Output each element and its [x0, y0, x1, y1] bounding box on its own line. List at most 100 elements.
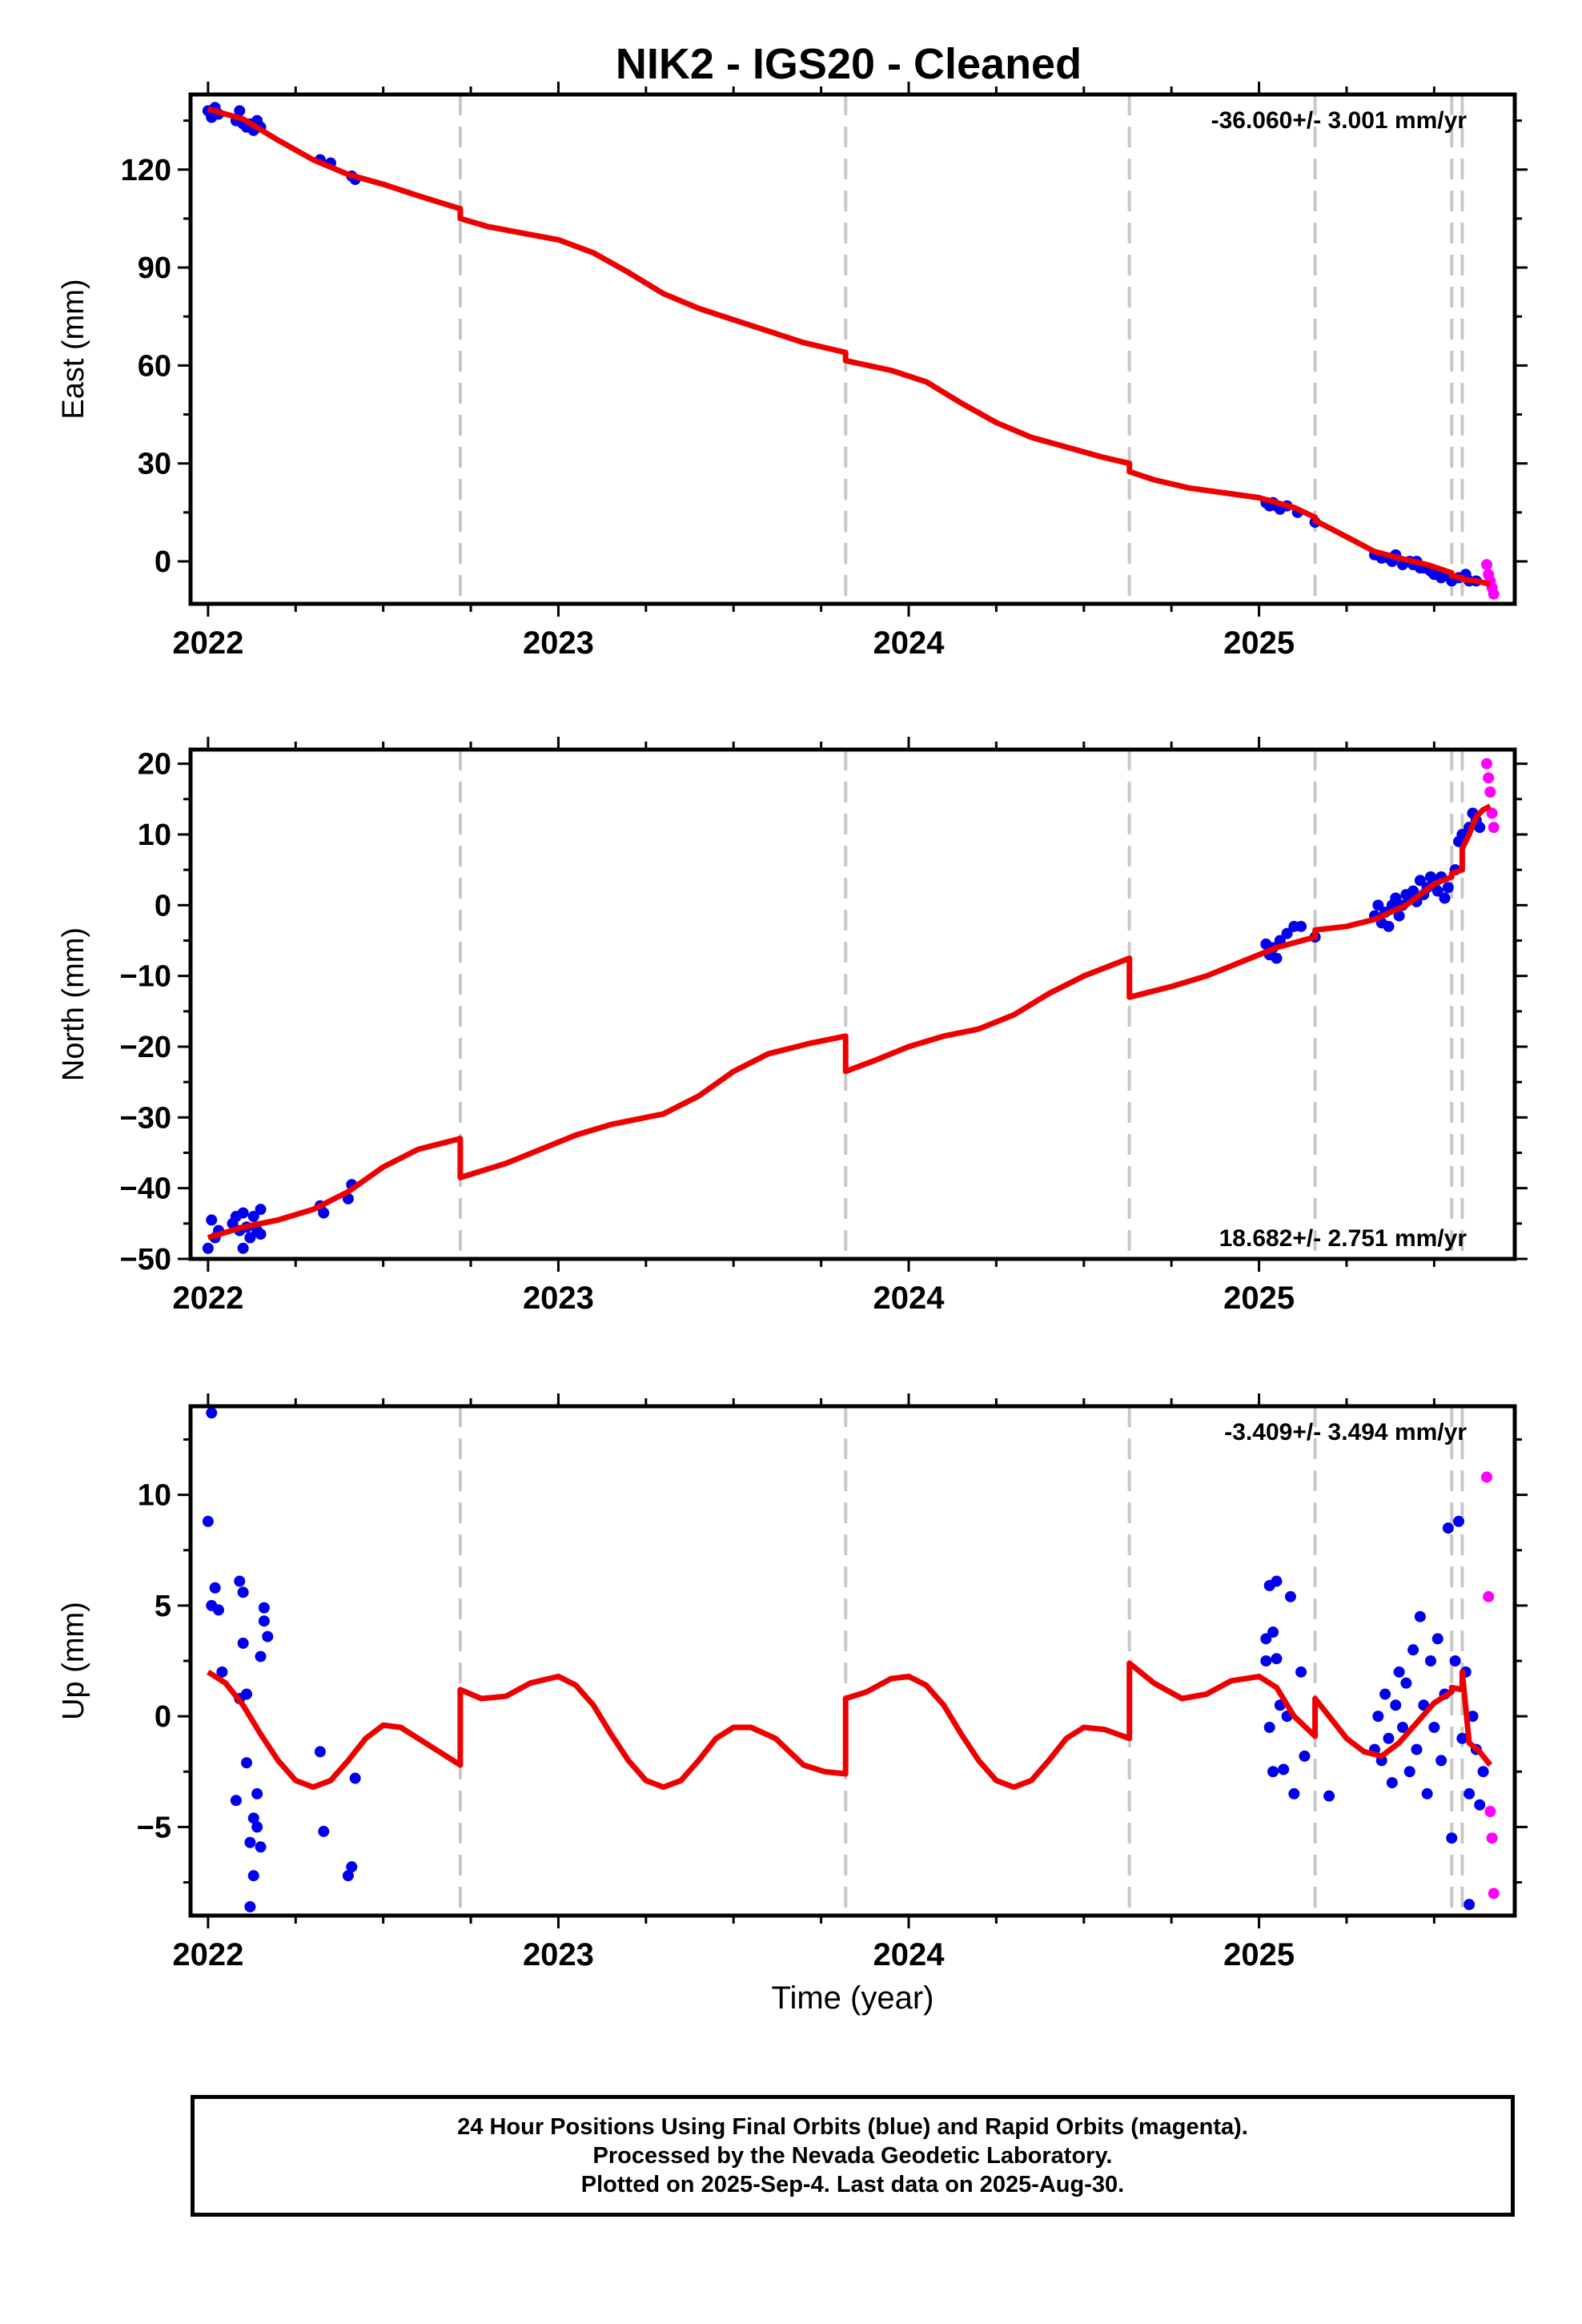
north-final-point-22	[1271, 952, 1283, 964]
up-final-point-3	[209, 1582, 221, 1594]
north-frame	[188, 747, 1517, 1261]
north-y-tick-label-5: 0	[155, 889, 171, 923]
up-final-point-48	[1379, 1688, 1391, 1700]
up-rapid-point-4	[1488, 1888, 1500, 1900]
up-rapid-point-3	[1486, 1832, 1498, 1844]
up-model-line	[207, 1660, 1493, 1791]
up-final-point-34	[1267, 1626, 1279, 1638]
north-y-tick-label-1: −40	[120, 1172, 171, 1206]
north-y-tick-label-0: −50	[120, 1243, 171, 1277]
north-x-tick-label-2: 2024	[873, 1281, 946, 1316]
up-x-tick-label-3: 2025	[1223, 1937, 1295, 1972]
east-final-point-5	[234, 105, 246, 117]
east-x-tick-label-0: 2022	[172, 625, 243, 661]
up-rapid-point-2	[1484, 1806, 1496, 1818]
east-x-tick-label-2: 2024	[873, 625, 946, 661]
east-y-axis-label: East (mm)	[57, 279, 90, 419]
north-final-point-16	[318, 1207, 330, 1219]
up-final-point-21	[258, 1602, 270, 1614]
up-final-point-18	[251, 1787, 263, 1799]
east-y-tick-label-1: 30	[138, 448, 171, 481]
north-final-point-34	[1390, 892, 1402, 904]
chart-title: NIK2 - IGS20 - Cleaned	[616, 40, 1082, 88]
up-final-point-32	[1263, 1721, 1275, 1733]
up-x-tick-label-2: 2024	[873, 1937, 946, 1972]
up-final-point-63	[1431, 1633, 1443, 1645]
up-final-point-62	[1428, 1721, 1440, 1733]
north-final-point-8	[237, 1242, 249, 1254]
panel-east: 2022 2023 2024 2025 0 30 60 90 120 East (mm) -36.0…	[57, 82, 1528, 661]
up-final-point-38	[1278, 1763, 1290, 1775]
up-final-point-4	[213, 1604, 225, 1616]
up-final-point-9	[237, 1586, 249, 1598]
up-final-point-64	[1435, 1755, 1447, 1767]
up-y-axis-label: Up (mm)	[57, 1602, 90, 1720]
up-rapid-point-1	[1483, 1590, 1495, 1602]
footer-caption-box: 24 Hour Positions Using Final Orbits (bl…	[191, 2095, 1515, 2217]
up-final-point-68	[1449, 1655, 1461, 1667]
up-final-point-60	[1421, 1787, 1433, 1799]
east-y-tick-label-4: 120	[121, 154, 171, 187]
up-x-tick-label-0: 2022	[172, 1937, 243, 1972]
north-final-point-39	[1407, 885, 1419, 897]
north-final-point-32	[1383, 920, 1395, 932]
up-rapid-point-0	[1480, 1471, 1492, 1483]
up-final-point-76	[1477, 1766, 1489, 1778]
up-final-point-13	[244, 1836, 256, 1848]
north-final-point-56	[1474, 822, 1486, 834]
north-y-tick-label-4: −10	[120, 960, 171, 994]
north-y-tick-label-6: 10	[138, 818, 171, 852]
north-x-tick-label-3: 2025	[1223, 1281, 1295, 1316]
up-final-point-17	[251, 1821, 263, 1833]
north-rapid-point-1	[1483, 772, 1495, 784]
up-final-point-70	[1456, 1732, 1468, 1744]
panel-north: 2022 2023 2024 2025 −50 −40 −30 −20 −10 0 10 20 Nort…	[57, 737, 1528, 1316]
east-rate-annotation: -36.060+/- 3.001 mm/yr	[1211, 107, 1468, 134]
up-final-point-1	[206, 1407, 218, 1419]
up-rate-annotation: -3.409+/- 3.494 mm/yr	[1224, 1419, 1467, 1445]
up-final-point-29	[1260, 1633, 1272, 1645]
east-y-tick-label-2: 60	[138, 349, 171, 383]
up-final-point-52	[1393, 1666, 1405, 1678]
up-final-point-46	[1372, 1711, 1384, 1723]
up-data-group	[202, 1407, 1500, 1912]
north-rapid-point-4	[1488, 822, 1500, 834]
north-x-tick-label-1: 2023	[523, 1281, 594, 1316]
up-final-point-67	[1446, 1832, 1458, 1844]
north-final-point-10	[244, 1232, 256, 1244]
up-final-point-5	[216, 1666, 228, 1678]
up-final-point-57	[1411, 1743, 1423, 1755]
east-model-line	[207, 106, 1492, 587]
north-rate-annotation: 18.682+/- 2.751 mm/yr	[1219, 1225, 1468, 1252]
up-y-tick-label-2: 5	[155, 1590, 171, 1623]
up-final-point-61	[1424, 1655, 1436, 1667]
up-final-point-36	[1271, 1653, 1283, 1665]
up-final-point-41	[1288, 1787, 1300, 1799]
north-model-line	[207, 803, 1492, 1240]
north-x-tick-label-0: 2022	[172, 1281, 243, 1316]
up-final-point-12	[241, 1757, 253, 1769]
north-rapid-point-0	[1480, 758, 1492, 770]
up-final-point-0	[202, 1515, 214, 1527]
up-final-point-51	[1390, 1699, 1402, 1711]
north-final-point-0	[202, 1242, 214, 1254]
north-y-tick-label-7: 20	[138, 748, 171, 782]
up-final-point-69	[1452, 1515, 1464, 1527]
north-final-point-29	[1372, 899, 1384, 911]
up-final-point-16	[247, 1812, 259, 1824]
up-final-point-50	[1386, 1777, 1398, 1789]
east-y-tick-label-3: 90	[138, 251, 171, 285]
up-final-point-43	[1299, 1750, 1311, 1762]
north-final-point-26	[1295, 920, 1307, 932]
east-rapid-point-4	[1488, 588, 1500, 600]
up-final-point-10	[237, 1637, 249, 1649]
up-final-point-40	[1284, 1590, 1296, 1602]
up-final-point-42	[1295, 1666, 1307, 1678]
panel-up: 2022 2023 2024 2025 −5 0 5 10 Up (mm) -3.409+/- 3…	[57, 1393, 1528, 1972]
up-final-point-44	[1323, 1790, 1335, 1802]
x-axis-label: Time (year)	[772, 1980, 934, 2016]
north-final-point-41	[1414, 875, 1426, 887]
up-final-point-19	[255, 1841, 267, 1853]
up-final-point-55	[1403, 1766, 1415, 1778]
